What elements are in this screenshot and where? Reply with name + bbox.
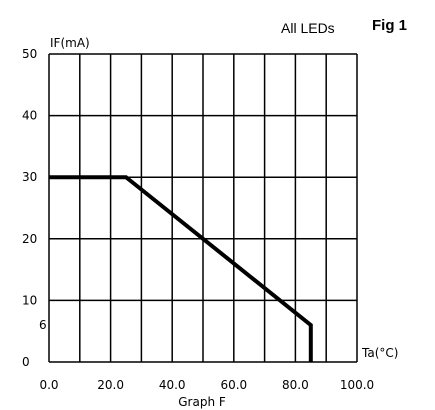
x-tick-label: 20.0: [97, 378, 124, 392]
y-tick-label: 30: [22, 170, 37, 184]
chart-caption: Graph F: [178, 395, 226, 409]
y-tick-label: 20: [22, 232, 37, 246]
y-extra-label: 6: [39, 318, 47, 332]
x-tick-label: 0.0: [39, 378, 58, 392]
x-tick-label: 80.0: [282, 378, 309, 392]
grid: [48, 53, 358, 363]
x-axis-label: Ta(°C): [361, 346, 398, 360]
series-group: [49, 175, 313, 362]
series-line: [49, 175, 313, 362]
y-tick-label: 50: [22, 47, 37, 61]
x-tick-label: 60.0: [220, 378, 247, 392]
figure-label: Fig 1: [372, 17, 407, 34]
y-tick-label: 40: [22, 109, 37, 123]
x-tick-label: 40.0: [159, 378, 186, 392]
chart-annotation: All LEDs: [281, 20, 335, 36]
x-tick-label: 100.0: [340, 378, 374, 392]
y-axis-label: IF(mA): [50, 36, 90, 50]
y-tick-label: 0: [22, 355, 30, 369]
y-tick-label: 10: [22, 293, 37, 307]
